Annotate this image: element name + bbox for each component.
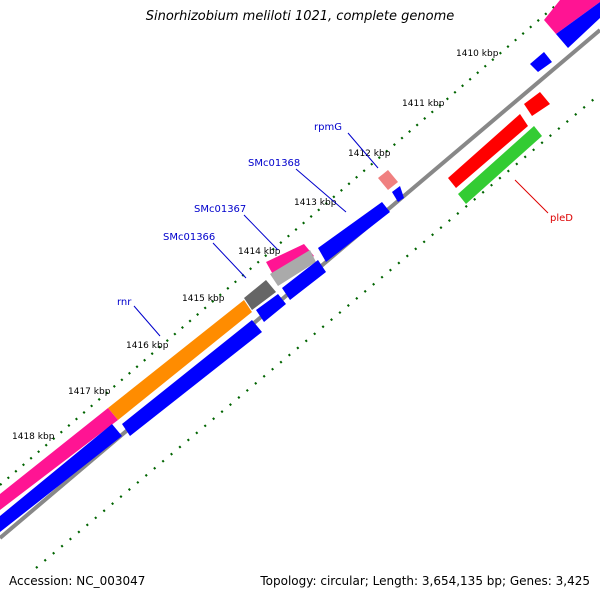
accession-text: Accession: NC_003047 — [9, 574, 146, 588]
label-rnr: rnr — [117, 297, 132, 308]
feature-pink-top — [544, 0, 600, 34]
feature-green-pled — [458, 126, 542, 204]
tick-1414: 1414 kbp — [238, 247, 281, 257]
label-SMc01366: SMc01366 — [163, 232, 215, 243]
tick-labels: 1410 kbp 1411 kbp 1412 kbp 1413 kbp 1414… — [12, 49, 499, 442]
gene-labels: rpmG SMc01368 SMc01367 SMc01366 rnr pleD — [117, 122, 573, 308]
feature-lightgray-smc01367 — [270, 250, 316, 286]
outer-tick-ruler — [0, 5, 556, 486]
inner-tick-ruler — [35, 93, 600, 569]
feature-blue-smc01368 — [318, 202, 390, 262]
feature-blue-mid2 — [282, 260, 326, 300]
feature-orange-rnr — [108, 300, 252, 420]
summary-text: Topology: circular; Length: 3,654,135 bp… — [260, 574, 590, 588]
tick-1417: 1417 kbp — [68, 387, 111, 397]
tick-1410: 1410 kbp — [456, 49, 499, 59]
label-SMc01367: SMc01367 — [194, 204, 246, 215]
label-pleD: pleD — [550, 213, 573, 224]
label-leader-lines — [133, 132, 549, 337]
feature-blue-left — [0, 424, 122, 532]
feature-red-long — [448, 114, 528, 188]
feature-blue-1410 — [530, 52, 552, 72]
feature-blue-mid1 — [256, 294, 286, 322]
label-SMc01368: SMc01368 — [248, 158, 300, 169]
tick-1412: 1412 kbp — [348, 149, 391, 159]
tick-1415: 1415 kbp — [182, 294, 225, 304]
tick-1416: 1416 kbp — [126, 341, 169, 351]
feature-gray-smc01366 — [244, 280, 276, 310]
map-title: Sinorhizobium meliloti 1021, complete ge… — [145, 9, 455, 24]
tick-1411: 1411 kbp — [402, 99, 445, 109]
feature-red-small — [524, 92, 550, 116]
feature-salmon-rpmg — [378, 170, 398, 190]
tick-1413: 1413 kbp — [294, 198, 337, 208]
feature-blue-rpmg — [392, 186, 404, 202]
feature-pink-left — [0, 408, 118, 510]
tick-1418: 1418 kbp — [12, 432, 55, 442]
feature-blue-left2 — [122, 320, 262, 436]
label-rpmG: rpmG — [314, 122, 342, 133]
feature-blue-top — [556, 2, 600, 48]
